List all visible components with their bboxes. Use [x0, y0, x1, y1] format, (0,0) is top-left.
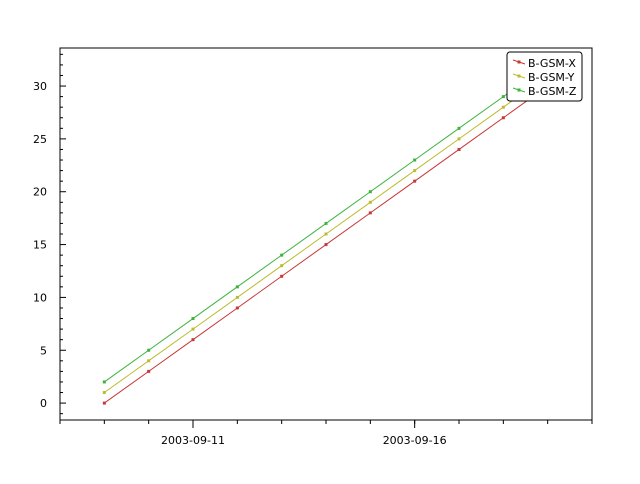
- legend-label: B-GSM-Z: [528, 85, 577, 98]
- data-point: [501, 95, 505, 99]
- data-point: [413, 169, 417, 173]
- y-tick-label: 10: [33, 291, 47, 304]
- data-point: [102, 380, 106, 384]
- data-point: [191, 317, 195, 321]
- data-point: [413, 179, 417, 183]
- data-point: [324, 221, 328, 225]
- data-point: [191, 327, 195, 331]
- data-point: [235, 285, 239, 289]
- data-point: [280, 264, 284, 268]
- data-point: [235, 306, 239, 310]
- data-point: [324, 232, 328, 236]
- x-tick-label: 2003-09-11: [161, 434, 225, 447]
- data-point: [368, 190, 372, 194]
- data-point: [368, 211, 372, 215]
- data-point: [413, 158, 417, 162]
- data-point: [457, 126, 461, 130]
- y-tick-label: 20: [33, 186, 47, 199]
- data-point: [147, 369, 151, 373]
- data-point: [102, 391, 106, 395]
- data-point: [501, 105, 505, 109]
- legend-marker: [517, 74, 521, 78]
- data-point: [457, 147, 461, 151]
- legend-box: [506, 51, 583, 102]
- legend-label: B-GSM-Y: [528, 71, 575, 84]
- data-point: [147, 359, 151, 363]
- data-point: [501, 116, 505, 120]
- legend: B-GSM-XB-GSM-YB-GSM-Z: [506, 51, 583, 102]
- x-tick-label: 2003-09-16: [383, 434, 447, 447]
- data-point: [102, 401, 106, 405]
- y-tick-label: 30: [33, 80, 47, 93]
- data-point: [457, 137, 461, 141]
- y-tick-label: 15: [33, 239, 47, 252]
- data-point: [191, 338, 195, 342]
- data-point: [280, 274, 284, 278]
- y-tick-label: 25: [33, 133, 47, 146]
- legend-marker: [517, 60, 521, 64]
- legend-marker: [517, 88, 521, 92]
- y-tick-label: 0: [40, 397, 47, 410]
- data-point: [280, 253, 284, 257]
- data-point: [147, 348, 151, 352]
- data-point: [324, 243, 328, 247]
- data-point: [235, 295, 239, 299]
- legend-label: B-GSM-X: [528, 57, 576, 70]
- data-point: [368, 200, 372, 204]
- y-tick-label: 5: [40, 344, 47, 357]
